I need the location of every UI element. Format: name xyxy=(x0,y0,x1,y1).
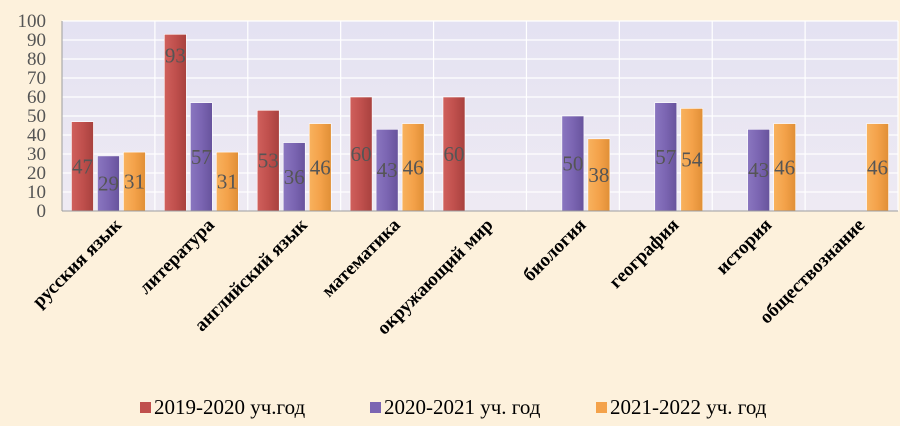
category-label: история xyxy=(712,215,776,279)
data-label: 47 xyxy=(72,154,93,178)
data-label: 43 xyxy=(377,158,398,182)
data-label: 60 xyxy=(444,142,465,166)
data-label: 46 xyxy=(867,155,888,179)
data-label: 46 xyxy=(403,155,424,179)
y-tick-label: 10 xyxy=(27,182,46,203)
y-tick-label: 100 xyxy=(18,11,47,32)
legend-swatch xyxy=(370,402,381,413)
data-label: 29 xyxy=(98,171,119,195)
y-tick-label: 20 xyxy=(27,163,46,184)
data-label: 36 xyxy=(284,165,305,189)
y-tick-label: 50 xyxy=(27,106,46,127)
data-label: 50 xyxy=(562,152,583,176)
y-tick-label: 30 xyxy=(27,144,46,165)
data-label: 57 xyxy=(191,145,212,169)
y-tick-label: 90 xyxy=(27,30,46,51)
data-label: 38 xyxy=(588,163,609,187)
data-label: 54 xyxy=(681,148,703,172)
category-label: математика xyxy=(318,214,405,301)
y-tick-label: 0 xyxy=(37,201,47,222)
legend-label: 2020-2021 уч. год xyxy=(384,395,541,419)
category-label: биология xyxy=(519,215,590,286)
legend-swatch xyxy=(140,402,151,413)
data-label: 31 xyxy=(124,170,145,194)
y-tick-label: 60 xyxy=(27,87,46,108)
legend: 2019-2020 уч.год 2020-2021 уч. год 2021-20… xyxy=(140,395,767,419)
legend-swatch xyxy=(596,402,607,413)
data-label: 31 xyxy=(217,170,238,194)
category-label: литература xyxy=(135,214,219,298)
data-label: 93 xyxy=(165,43,186,67)
legend-label: 2021-2022 уч. год xyxy=(610,395,767,419)
data-label: 57 xyxy=(655,145,676,169)
data-label: 43 xyxy=(748,158,769,182)
y-tick-label: 80 xyxy=(27,49,46,70)
data-label: 60 xyxy=(351,142,372,166)
category-label: география xyxy=(605,215,683,293)
data-label: 46 xyxy=(310,155,331,179)
y-tick-label: 70 xyxy=(27,68,46,89)
legend-label: 2019-2020 уч.год xyxy=(154,395,306,419)
data-label: 46 xyxy=(774,155,795,179)
category-label: русския язык xyxy=(29,215,126,312)
y-tick-label: 40 xyxy=(27,125,46,146)
data-label: 53 xyxy=(258,149,279,173)
